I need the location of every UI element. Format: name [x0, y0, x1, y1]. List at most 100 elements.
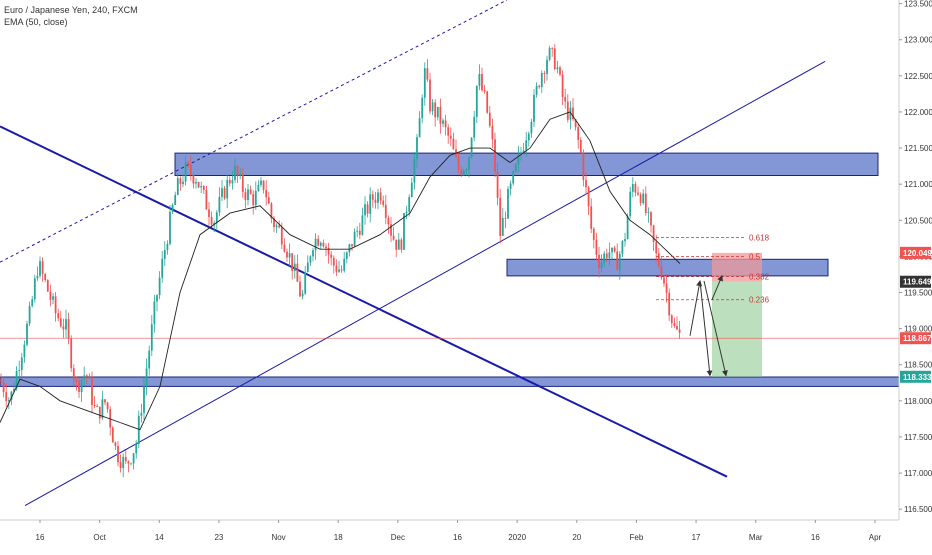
legend-symbol[interactable]: Euro / Japanese Yen, 240, FXCM	[4, 5, 138, 15]
candle-body	[434, 102, 437, 118]
candle-body	[590, 206, 593, 229]
candle-body	[535, 85, 538, 95]
candle-body	[509, 183, 512, 189]
candle-body	[135, 443, 138, 454]
candle-body	[83, 375, 86, 380]
candle-body	[491, 125, 494, 140]
candle-body	[348, 244, 351, 253]
candle-body	[65, 319, 67, 330]
y-tick-label: 121.000	[904, 180, 932, 189]
candle-body	[676, 325, 678, 330]
fib-layer: 0.618 0.5 0.382 0.236	[656, 234, 770, 305]
candle-body	[249, 189, 252, 194]
candle-body	[137, 415, 140, 444]
projection-arrow	[703, 280, 728, 377]
support-zone	[0, 376, 900, 387]
candle-body	[390, 224, 392, 236]
candle-body	[187, 162, 190, 165]
x-tick-label: 17	[692, 533, 701, 542]
candle-body	[439, 106, 442, 124]
candle-body	[184, 162, 187, 182]
candle-body	[179, 178, 182, 185]
candle-body	[88, 376, 91, 379]
candle-body	[319, 242, 322, 246]
candle-body	[156, 295, 158, 302]
candle-body	[626, 216, 629, 239]
candle-body	[369, 194, 372, 214]
candle-body	[403, 213, 405, 250]
candle-body	[512, 171, 515, 184]
candle-body	[644, 193, 647, 213]
candle-body	[577, 127, 580, 140]
candle-body	[356, 230, 359, 232]
candle-body	[145, 368, 148, 387]
candle-body	[642, 193, 645, 204]
candle-body	[218, 196, 221, 213]
candle-body	[587, 187, 590, 207]
candle-body	[678, 329, 681, 333]
y-tick-label: 121.500	[904, 144, 932, 153]
candle-body	[657, 253, 660, 267]
candle-body	[650, 212, 652, 226]
candle-body	[327, 248, 330, 255]
candle-body	[41, 261, 44, 274]
candle-body	[296, 263, 299, 282]
y-tick-label: 118.500	[904, 361, 932, 370]
x-tick-label: Feb	[630, 533, 644, 542]
candle-body	[452, 138, 455, 150]
legend-indicator[interactable]: EMA (50, close)	[4, 17, 68, 27]
candle-body	[423, 68, 426, 98]
candle-body	[392, 235, 395, 240]
candle-body	[325, 246, 327, 249]
candle-body	[169, 211, 171, 244]
candle-body	[241, 173, 244, 193]
candle-body	[111, 427, 114, 443]
candle-body	[234, 166, 236, 181]
candle-body	[291, 253, 294, 272]
candle-body	[312, 250, 314, 257]
candle-body	[665, 283, 668, 293]
candle-body	[49, 291, 52, 300]
candle-body	[652, 225, 655, 243]
candle-body	[10, 391, 13, 401]
candle-body	[104, 399, 106, 403]
candle-body	[566, 101, 569, 120]
candle-body	[668, 292, 671, 316]
candle-body	[304, 272, 307, 294]
candle-body	[585, 179, 587, 188]
candle-body	[631, 184, 634, 192]
x-tick-label: Dec	[391, 533, 405, 542]
price-badge	[900, 332, 931, 345]
candle-body	[431, 102, 434, 112]
price-badge-label: 118.867	[903, 334, 932, 343]
candle-body	[481, 74, 483, 91]
candle-body	[400, 239, 403, 250]
fib-level-label: 0.236	[749, 296, 770, 305]
y-tick-label: 116.500	[904, 505, 932, 514]
candle-body	[200, 186, 203, 188]
candle-body	[670, 315, 673, 324]
candle-body	[556, 67, 559, 70]
profit-zone	[712, 281, 762, 377]
candle-body	[377, 192, 379, 203]
trendline-1	[0, 125, 728, 478]
candle-body	[5, 392, 8, 402]
x-tick-label: 16	[453, 533, 462, 542]
candle-body	[517, 154, 520, 165]
candle-body	[252, 193, 255, 206]
candle-body	[36, 275, 39, 279]
projection-arrow	[689, 279, 703, 336]
candle-body	[379, 192, 382, 201]
candle-body	[273, 218, 275, 228]
candle-body	[109, 409, 112, 428]
candle-body	[595, 239, 598, 255]
candle-body	[444, 120, 447, 128]
x-tick-label: 23	[214, 533, 223, 542]
candle-body	[127, 461, 130, 464]
candle-body	[288, 253, 291, 258]
y-tick-label: 117.000	[904, 469, 932, 478]
candle-body	[7, 400, 10, 402]
candle-body	[122, 456, 125, 468]
